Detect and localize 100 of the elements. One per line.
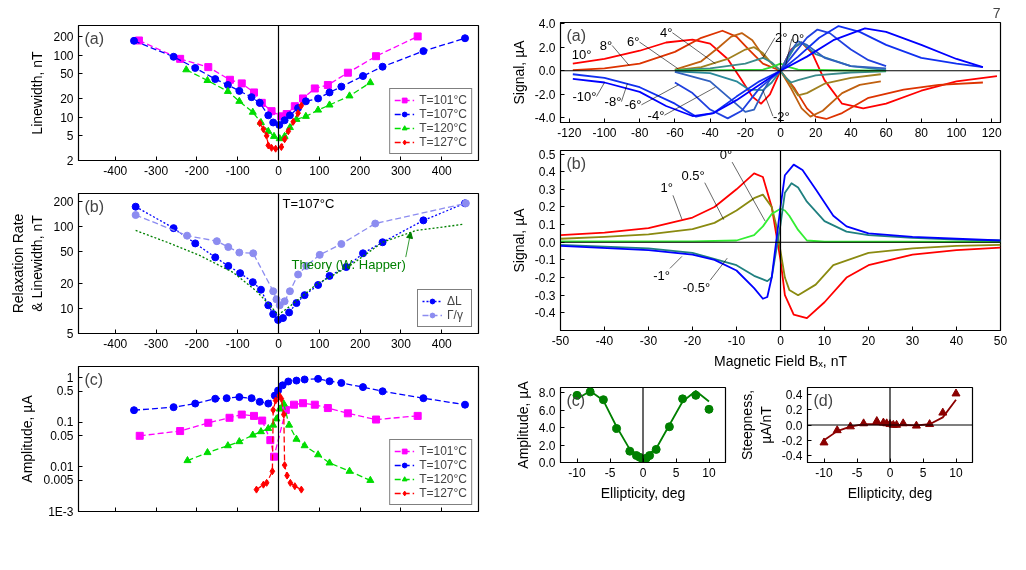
x-tick-label: -300 [144, 336, 169, 351]
x-tick-label: 20 [861, 333, 876, 348]
y-tick-label: 0.2 [538, 200, 556, 215]
y-tick-label: 1 [66, 370, 74, 385]
y-tick-label: 0.1 [538, 218, 556, 233]
x-axis-title: Magnetic Field Bₓ, nT [714, 352, 848, 369]
y-tick-label: 1E-3 [48, 504, 74, 519]
x-tick-label: -20 [683, 333, 702, 348]
annotation: -4° [647, 107, 665, 123]
x-tick-label: -10 [727, 333, 746, 348]
legend-label: T=120°C [419, 472, 467, 486]
y-tick-label: 6.0 [538, 403, 556, 418]
x-tick-label: -40 [701, 125, 720, 140]
x-tick-label: 300 [390, 336, 412, 351]
x-tick-label: -20 [736, 125, 755, 140]
x-tick-label: -10 [815, 465, 833, 480]
x-tick-label: -10 [568, 465, 586, 480]
annotation: -8° [604, 94, 622, 110]
x-tick-label: -60 [666, 125, 684, 140]
y-tick-label: 4.0 [538, 421, 556, 436]
annotation: -6° [624, 97, 642, 113]
y-tick-label: 100 [53, 219, 74, 234]
x-tick-label: 20 [809, 125, 823, 140]
x-tick-label: -5 [851, 465, 863, 480]
y-tick-label: 0.01 [50, 459, 74, 474]
annotation: (a) [566, 26, 587, 44]
y-axis-title: Linewidth, nT [29, 50, 46, 135]
y-tick-label: 0.5 [538, 147, 556, 162]
x-tick-label: 5 [919, 465, 927, 480]
x-tick-label: -80 [631, 125, 649, 140]
x-tick-label: 100 [946, 125, 967, 140]
y-tick-label: 10 [60, 110, 74, 125]
x-tick-label: 200 [350, 336, 371, 351]
legend-label: T=127°C [419, 486, 467, 500]
annotation: (c) [566, 391, 586, 409]
legend-label: T=107°C [419, 107, 467, 121]
legend-label: Γ/γ [447, 308, 464, 322]
legend-label: T=120°C [419, 121, 467, 135]
y-tick-label: 2.0 [538, 438, 556, 453]
y-tick-label: -0.4 [534, 306, 556, 321]
annotation: 10° [571, 47, 592, 62]
x-tick-label: -5 [604, 465, 616, 480]
x-tick-label: 100 [309, 336, 330, 351]
legend-label: T=127°C [419, 135, 467, 149]
y-tick-label: -4.0 [534, 111, 556, 126]
x-tick-label: 0 [777, 333, 785, 348]
y-tick-label: 4.0 [538, 17, 556, 32]
y-tick-label: 20 [60, 277, 74, 292]
y-tick-label: 0.4 [538, 165, 556, 180]
x-tick-label: -100 [225, 163, 251, 178]
x-axis-title: Ellipticity, deg [600, 484, 686, 501]
y-tick-label: 2 [66, 154, 74, 168]
x-tick-label: -100 [592, 125, 617, 140]
x-tick-label: -200 [184, 163, 210, 178]
x-tick-label: 120 [981, 125, 1003, 140]
legend-label: ΔL [447, 294, 463, 308]
y-tick-label: -0.2 [781, 433, 803, 448]
x-tick-label: 0 [886, 465, 894, 480]
x-tick-label: -40 [595, 333, 614, 348]
y-axis-title: Signal, µA [510, 39, 527, 105]
y-tick-label: 0.05 [50, 428, 74, 443]
y-tick-label: 0.5 [56, 384, 74, 399]
y-axis-title: Amplitude, µA [19, 394, 36, 483]
y-axis-title: Amplitude, µA [514, 380, 531, 469]
x-tick-label: 5 [672, 465, 680, 480]
annotation: 1° [660, 180, 673, 196]
y-tick-label: 0.005 [43, 473, 74, 488]
x-tick-label: 400 [431, 336, 453, 351]
y-tick-label: 2.0 [538, 40, 556, 55]
legend-label: T=101°C [419, 93, 467, 107]
y-tick-label: 0.4 [785, 387, 803, 402]
annotation: 0.5° [681, 167, 705, 183]
x-tick-label: 300 [390, 163, 412, 178]
annotation: 8° [599, 37, 613, 53]
x-tick-label: 400 [431, 163, 453, 178]
y-tick-label: 50 [60, 244, 74, 259]
x-tick-label: 0 [275, 163, 283, 178]
x-tick-label: -120 [557, 125, 582, 140]
y-tick-label: 200 [53, 29, 74, 44]
x-tick-label: 30 [905, 333, 920, 348]
annotation: (a) [84, 29, 105, 47]
legend-label: T=101°C [419, 444, 467, 458]
y-tick-label: 0.3 [538, 182, 556, 197]
x-tick-label: 0 [275, 336, 283, 351]
x-tick-label: -200 [184, 336, 210, 351]
x-tick-label: 0 [639, 465, 647, 480]
y-tick-label: 200 [53, 194, 74, 209]
y-tick-label: 0.0 [785, 418, 803, 433]
annotation: (d) [813, 391, 834, 409]
y-tick-label: -0.4 [781, 449, 803, 464]
legend-label: T=107°C [419, 458, 467, 472]
y-tick-label: 0.0 [538, 235, 556, 250]
x-tick-label: -300 [144, 163, 169, 178]
x-tick-label: 80 [914, 125, 929, 140]
annotation: -0.5° [682, 280, 711, 296]
x-tick-label: -30 [639, 333, 658, 348]
text: 7 [992, 4, 1001, 21]
annotation: -10° [572, 89, 597, 104]
annotation: 4° [659, 25, 673, 41]
y-tick-label: 10 [60, 302, 74, 317]
